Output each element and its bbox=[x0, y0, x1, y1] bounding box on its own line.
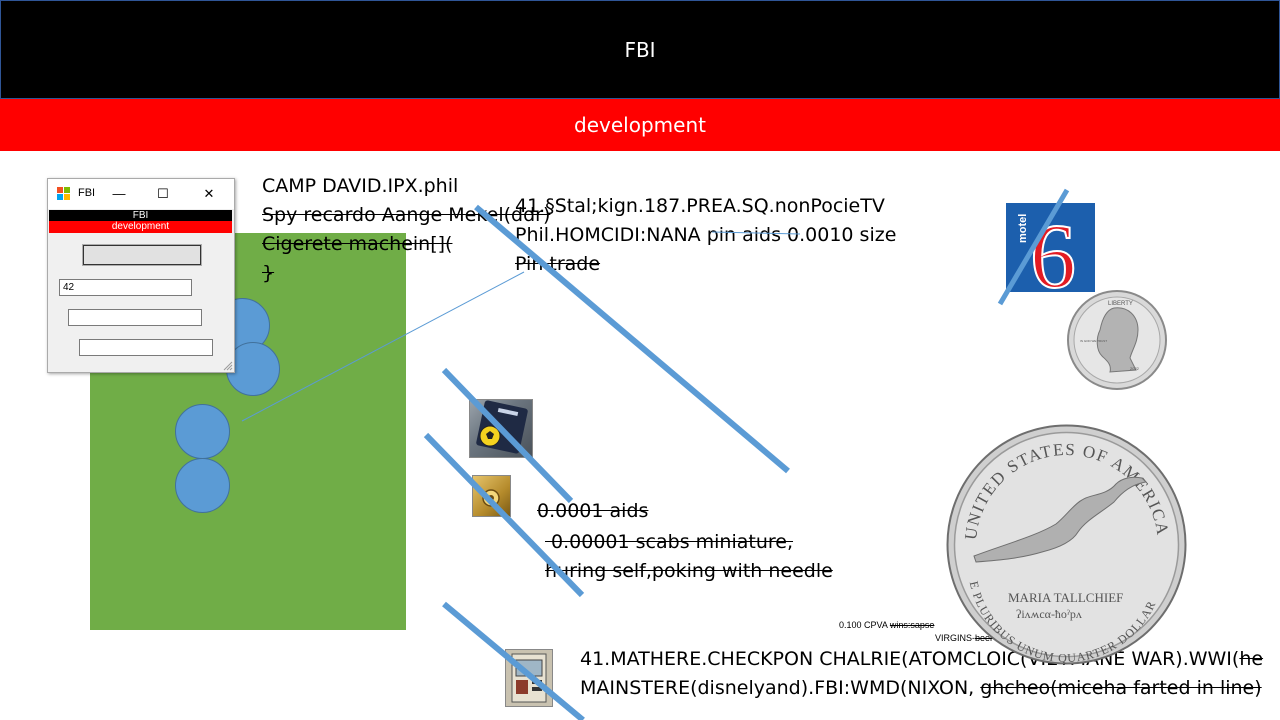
quarter-small-top-text: LIBERTY bbox=[1108, 301, 1133, 307]
text-line-struck: Pin trade bbox=[515, 253, 601, 275]
app-window[interactable]: FBI — ☐ ✕ FBI development 42 bbox=[47, 178, 235, 373]
minimize-icon[interactable]: — bbox=[112, 186, 126, 201]
window-fbi-band: FBI bbox=[49, 210, 232, 221]
small-note-virgins[interactable]: VIRGINS-beer bbox=[935, 633, 993, 643]
text-line-struck: ghcheo(miceha farted in line) bbox=[980, 677, 1262, 699]
quarter-small-motto: IN GOD WE TRUST bbox=[1080, 339, 1107, 343]
slide-header-title: FBI bbox=[624, 37, 656, 62]
text-line-struck: Spy recardo Aange Mekel(ddr) bbox=[262, 204, 551, 226]
text-block-camp-david[interactable]: CAMP DAVID.IPX.phil Spy recardo Aange Me… bbox=[262, 172, 550, 288]
gold-pin-icon bbox=[482, 489, 500, 507]
small-note-cpva[interactable]: 0.100 CPVA wins:sapse bbox=[839, 620, 934, 630]
motel6-logo-graphic: motel 6 bbox=[1017, 204, 1077, 308]
window-development-band: development bbox=[49, 221, 232, 233]
vending-machine-image[interactable] bbox=[505, 649, 553, 707]
tallchief-name: MARIA TALLCHIEF bbox=[1008, 590, 1123, 605]
text-input-2[interactable] bbox=[68, 309, 202, 326]
number-input[interactable]: 42 bbox=[59, 279, 192, 296]
motel6-number: 6 bbox=[1030, 205, 1076, 292]
small-note-text: VIRGINS- bbox=[935, 633, 976, 643]
quarter-coin-washington[interactable]: LIBERTY IN GOD WE TRUST 2022 bbox=[1066, 290, 1168, 390]
tallchief-osage-name: ʔiʌʍcα-ħoˀpʌ bbox=[1016, 607, 1082, 621]
quarter-coin-graphic: LIBERTY IN GOD WE TRUST 2022 bbox=[1067, 290, 1167, 390]
text-line: Phil.HOMCIDI:NANA pin aids 0.0010 size bbox=[515, 224, 897, 246]
soccer-pin-image[interactable] bbox=[469, 399, 533, 458]
small-note-text: 0.100 CPVA bbox=[839, 620, 890, 630]
resize-grip-icon[interactable] bbox=[222, 360, 233, 371]
text-block-scabs[interactable]: 0.00001 scabs miniature, huring self,pok… bbox=[545, 528, 833, 586]
slide-subheader-title: development bbox=[574, 113, 706, 137]
maximize-icon[interactable]: ☐ bbox=[157, 186, 169, 201]
close-icon[interactable]: ✕ bbox=[203, 186, 215, 201]
blue-circle[interactable] bbox=[175, 404, 230, 459]
soccer-pin-icon bbox=[476, 400, 528, 454]
motel6-logo[interactable]: motel 6 bbox=[1006, 203, 1095, 308]
text-block-stalking[interactable]: 41.§Stal;kign.187.PREA.SQ.nonPocieTV Phi… bbox=[515, 192, 896, 279]
window-titlebar[interactable]: FBI — ☐ ✕ bbox=[48, 179, 234, 209]
slide-subheader-bar: development bbox=[0, 99, 1280, 151]
text-line-struck: 0.00001 scabs miniature, bbox=[545, 531, 794, 553]
text-line-struck: 0.0001 aids bbox=[537, 500, 649, 522]
text-line-struck: huring self,poking with needle bbox=[545, 560, 833, 582]
text-line: CAMP DAVID.IPX.phil bbox=[262, 175, 459, 197]
text-line: 41.§Stal;kign.187.PREA.SQ.nonPocieTV bbox=[515, 195, 885, 217]
window-title: FBI bbox=[78, 187, 96, 199]
vending-machine-icon bbox=[511, 653, 547, 703]
text-block-aids[interactable]: 0.0001 aids bbox=[537, 497, 648, 526]
tallchief-quarter-graphic: UNITED STATES OF AMERICA MARIA TALLCHIEF… bbox=[946, 424, 1187, 665]
blue-circle[interactable] bbox=[175, 458, 230, 513]
motel6-small-text: motel bbox=[1017, 214, 1029, 243]
quarter-small-year: 2022 bbox=[1130, 366, 1140, 371]
app-icon bbox=[57, 187, 70, 200]
quarter-coin-tallchief[interactable]: UNITED STATES OF AMERICA MARIA TALLCHIEF… bbox=[946, 424, 1187, 665]
window-button[interactable] bbox=[82, 244, 202, 266]
gold-pin-image[interactable] bbox=[472, 475, 511, 517]
text-line-struck: he bbox=[1239, 648, 1264, 670]
small-note-struck: wins:sapse bbox=[889, 620, 935, 630]
slide-header-bar: FBI bbox=[0, 0, 1280, 99]
small-note-struck: beer bbox=[975, 633, 994, 643]
text-line: MAINSTERE(disnelyand).FBI:WMD(NIXON, bbox=[580, 677, 981, 699]
text-input-3[interactable] bbox=[79, 339, 213, 356]
text-line-struck: } bbox=[262, 262, 275, 284]
text-line-struck: Cigerete machein[]( bbox=[262, 233, 453, 255]
